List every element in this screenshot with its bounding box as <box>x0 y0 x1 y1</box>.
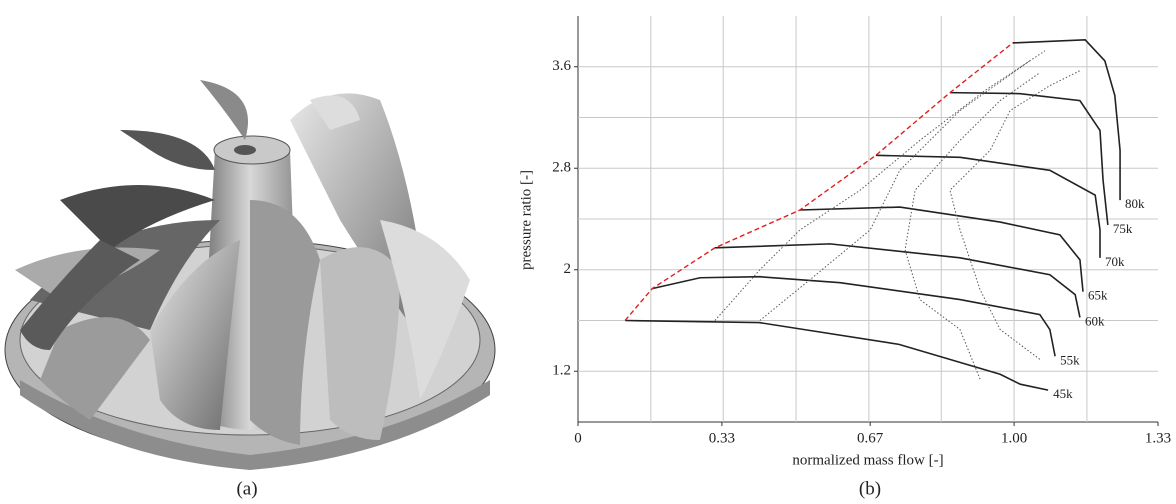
speed-line <box>652 277 1055 357</box>
speed-line <box>715 244 1080 318</box>
speed-line <box>625 321 1048 391</box>
surge-line <box>625 43 1013 321</box>
x-tick-label: 0.33 <box>709 430 735 446</box>
impeller-image <box>5 80 495 470</box>
speed-label: 55k <box>1060 352 1080 367</box>
y-tick-label: 3.6 <box>552 58 571 74</box>
x-tick-label: 1.33 <box>1145 430 1171 446</box>
efficiency-contour <box>760 61 1030 321</box>
efficiency-contour <box>950 71 1080 360</box>
speed-label: 45k <box>1053 386 1073 401</box>
speed-label: 65k <box>1088 288 1108 303</box>
speed-line <box>1013 40 1120 200</box>
y-axis-label: pressure ratio [-] <box>518 170 534 270</box>
figure: (a) (b) normalized mass flow [-] pressur… <box>0 0 1176 504</box>
speed-label: 75k <box>1113 221 1133 236</box>
efficiency-contour <box>715 51 1045 321</box>
x-tick-label: 1.00 <box>1001 430 1027 446</box>
caption: (a) <box>236 478 257 499</box>
caption: (b) <box>859 478 881 499</box>
x-tick-label: 0 <box>574 430 582 446</box>
x-tick-label: 0.67 <box>857 430 884 446</box>
y-tick-label: 2 <box>564 261 572 277</box>
speed-label: 70k <box>1105 254 1125 269</box>
y-tick-label: 1.2 <box>552 363 571 379</box>
speed-label: 60k <box>1085 313 1105 328</box>
y-tick-label: 2.8 <box>552 160 571 176</box>
x-axis-label: normalized mass flow [-] <box>792 452 943 468</box>
speed-label: 80k <box>1125 196 1145 211</box>
